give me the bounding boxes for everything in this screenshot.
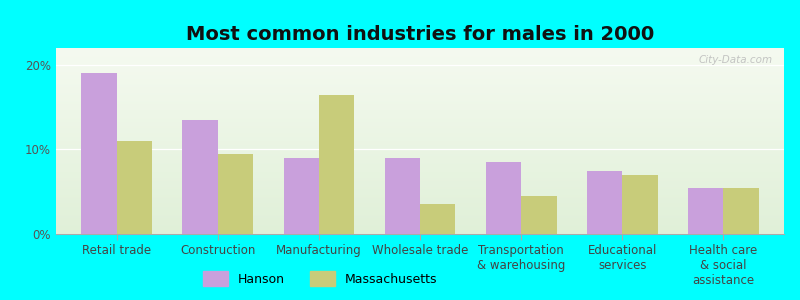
Bar [182,120,218,234]
Bar [587,171,622,234]
Bar [723,188,758,234]
Bar [486,162,521,234]
Title: Most common industries for males in 2000: Most common industries for males in 2000 [186,25,654,44]
Bar [82,74,117,234]
Bar [385,158,420,234]
Bar [283,158,319,234]
Legend: Hanson, Massachusetts: Hanson, Massachusetts [198,266,442,291]
Bar [420,204,455,234]
Bar [688,188,723,234]
Bar [521,196,557,234]
Text: City-Data.com: City-Data.com [699,56,773,65]
Bar [622,175,658,234]
Bar [218,154,253,234]
Bar [117,141,152,234]
Bar [319,94,354,234]
